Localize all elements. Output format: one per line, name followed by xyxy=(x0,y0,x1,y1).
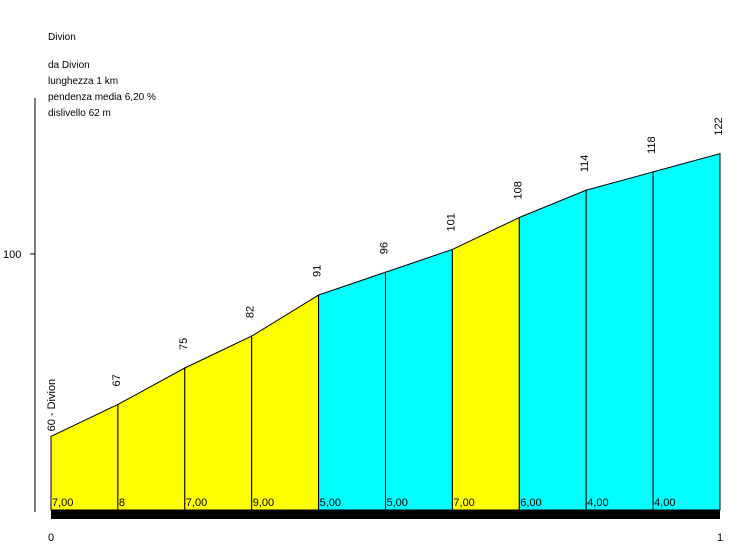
grade-label: 4,00 xyxy=(587,497,608,509)
profile-segment xyxy=(652,153,721,511)
altitude-label: 75 xyxy=(178,338,190,350)
grade-label: 5,00 xyxy=(387,497,408,509)
climb-info: da Divion lunghezza 1 km pendenza media 6,… xyxy=(48,58,156,122)
profile-segment xyxy=(50,403,119,511)
altitude-label: 91 xyxy=(312,265,324,277)
grade-label: 7,00 xyxy=(52,497,73,509)
altitude-label: 67 xyxy=(111,374,123,386)
profile-segment xyxy=(385,248,453,511)
grade-label: 7,00 xyxy=(453,497,474,509)
altitude-label: 82 xyxy=(245,306,257,318)
profile-segment xyxy=(184,335,253,511)
grade-label: 8 xyxy=(119,497,125,509)
altitude-label: 96 xyxy=(379,242,391,254)
grade-label: 5,00 xyxy=(320,497,341,509)
profile-segment xyxy=(117,367,186,511)
chart-title: Divion xyxy=(48,32,76,43)
profile-segment xyxy=(451,216,520,511)
climb-info-line: da Divion xyxy=(48,60,90,71)
distance-bar xyxy=(51,510,720,519)
x-tick-label: 1 xyxy=(717,532,723,544)
climb-info-line: lunghezza 1 km xyxy=(48,76,119,87)
altitude-label: 114 xyxy=(579,155,591,173)
grade-label: 6,00 xyxy=(520,497,541,509)
altitude-label: 101 xyxy=(445,213,457,231)
grade-label: 7,00 xyxy=(186,497,207,509)
profile-segment xyxy=(251,294,320,511)
x-tick-label: 0 xyxy=(48,532,54,544)
profile-segment xyxy=(318,271,386,511)
profile-segment xyxy=(585,171,654,511)
altitude-label: 108 xyxy=(512,181,524,199)
y-tick-label: 100 xyxy=(3,249,21,261)
grade-label: 4,00 xyxy=(654,497,675,509)
start-altitude-label: 60 - Divion xyxy=(46,379,58,432)
climb-info-line: pendenza media 6,20 % xyxy=(48,92,156,103)
grade-label: 9,00 xyxy=(253,497,274,509)
profile-segment xyxy=(518,189,587,511)
altitude-label: 118 xyxy=(646,136,658,154)
altitude-label: 122 xyxy=(713,117,725,135)
climb-info-line: dislivello 62 m xyxy=(48,108,111,119)
